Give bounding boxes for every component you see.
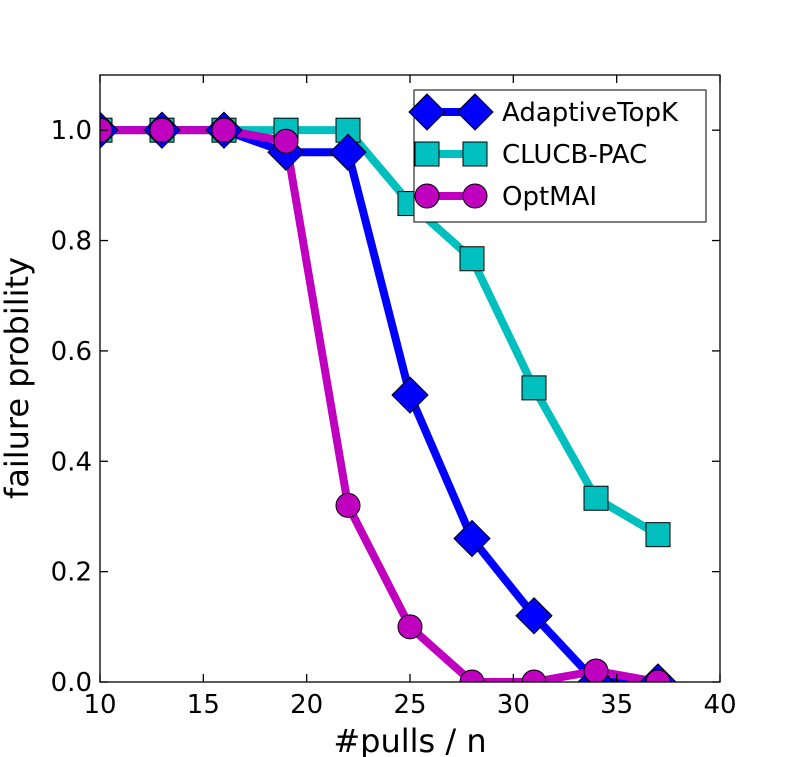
data-point-AdaptiveTopK xyxy=(391,376,429,414)
y-tick-label: 0.4 xyxy=(51,447,92,477)
data-point-OptMAI xyxy=(335,492,361,518)
y-tick-label: 0.2 xyxy=(51,558,92,588)
data-point-AdaptiveTopK xyxy=(515,597,553,635)
data-point-OptMAI xyxy=(645,669,671,682)
y-tick-label: 0.8 xyxy=(51,227,92,257)
x-axis-label: #pulls / n xyxy=(333,722,486,757)
data-point-AdaptiveTopK xyxy=(329,133,367,171)
legend-label: AdaptiveTopK xyxy=(502,98,679,128)
data-point-OptMAI xyxy=(521,669,547,682)
series-line-OptMAI xyxy=(100,126,659,682)
data-point-CLUCB-PAC xyxy=(521,375,547,401)
x-tick-label: 20 xyxy=(290,690,323,720)
legend-label: CLUCB-PAC xyxy=(502,140,647,170)
data-point-CLUCB-PAC xyxy=(583,485,609,511)
data-point-CLUCB-PAC xyxy=(459,246,485,272)
x-tick-label: 40 xyxy=(703,690,736,720)
data-point-OptMAI xyxy=(459,669,485,682)
legend-marker-CLUCB-PAC xyxy=(462,141,488,167)
y-tick-label: 1.0 xyxy=(51,116,92,146)
y-tick-label: 0.6 xyxy=(51,337,92,367)
legend-marker-CLUCB-PAC xyxy=(414,141,440,167)
legend-label: OptMAI xyxy=(502,182,597,212)
x-tick-label: 15 xyxy=(187,690,220,720)
legend-marker-AdaptiveTopK xyxy=(456,93,494,131)
x-tick-label: 10 xyxy=(83,690,116,720)
data-point-CLUCB-PAC xyxy=(645,522,671,548)
legend-marker-OptMAI xyxy=(462,183,488,209)
data-point-OptMAI xyxy=(273,128,299,154)
series-markers xyxy=(100,111,677,682)
x-tick-label: 30 xyxy=(497,690,530,720)
data-point-AdaptiveTopK xyxy=(453,519,491,558)
x-tick-label: 35 xyxy=(600,690,633,720)
legend-marker-AdaptiveTopK xyxy=(408,93,446,131)
legend: AdaptiveTopK CLUCB-PAC OptMAI xyxy=(408,89,707,223)
data-point-OptMAI xyxy=(397,614,423,640)
legend-marker-OptMAI xyxy=(414,183,440,209)
data-point-OptMAI xyxy=(149,117,175,143)
y-axis-label: failure probility xyxy=(0,257,36,499)
axis-ticks: 10 15 20 25 30 35 40 0.0 0.2 0.4 0.6 0.8 1.0 xyxy=(51,75,737,720)
series-lines xyxy=(100,126,661,682)
x-tick-label: 25 xyxy=(393,690,426,720)
data-point-OptMAI xyxy=(211,117,237,143)
y-tick-label: 0.0 xyxy=(51,668,92,698)
data-point-OptMAI xyxy=(583,658,609,682)
